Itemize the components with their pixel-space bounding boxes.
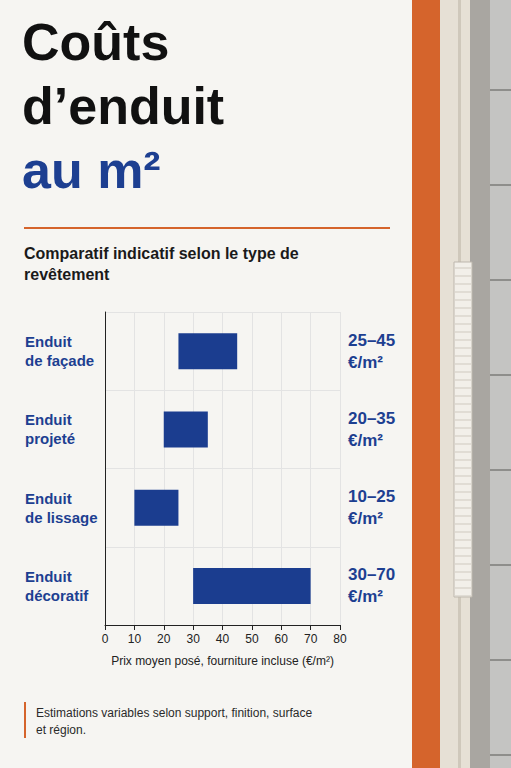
svg-text:au m²: au m²: [22, 141, 161, 199]
svg-text:Estimations variables selon su: Estimations variables selon support, fin…: [36, 706, 315, 720]
svg-text:€/m²: €/m²: [348, 431, 383, 450]
svg-text:€/m²: €/m²: [348, 353, 383, 372]
svg-text:et région.: et région.: [36, 723, 86, 737]
svg-text:de lissage: de lissage: [25, 509, 98, 526]
svg-text:Comparatif indicatif selon le: Comparatif indicatif selon le type de: [24, 245, 303, 262]
svg-text:décoratif: décoratif: [25, 587, 89, 604]
svg-text:Enduit: Enduit: [25, 490, 72, 507]
svg-text:€/m²: €/m²: [348, 587, 383, 606]
svg-text:0: 0: [102, 632, 109, 646]
svg-text:10–25: 10–25: [348, 487, 395, 506]
svg-text:20: 20: [157, 632, 171, 646]
svg-text:50: 50: [245, 632, 259, 646]
svg-text:revêtement: revêtement: [24, 266, 110, 283]
svg-text:30: 30: [186, 632, 200, 646]
svg-text:Enduit: Enduit: [25, 568, 72, 585]
svg-text:d’enduit: d’enduit: [22, 77, 224, 135]
svg-text:20–35: 20–35: [348, 409, 395, 428]
svg-text:Coûts: Coûts: [22, 13, 169, 71]
svg-text:de façade: de façade: [25, 352, 94, 369]
svg-text:10: 10: [128, 632, 142, 646]
svg-text:Prix moyen posé, fourniture in: Prix moyen posé, fourniture incluse (€/m…: [111, 654, 334, 668]
svg-text:80: 80: [333, 632, 347, 646]
svg-text:70: 70: [304, 632, 318, 646]
svg-text:Enduit: Enduit: [25, 333, 72, 350]
svg-text:60: 60: [275, 632, 289, 646]
svg-text:projeté: projeté: [25, 430, 75, 447]
svg-text:€/m²: €/m²: [348, 509, 383, 528]
svg-text:Enduit: Enduit: [25, 411, 72, 428]
svg-text:25–45: 25–45: [348, 331, 395, 350]
svg-text:40: 40: [216, 632, 230, 646]
svg-text:30–70: 30–70: [348, 565, 395, 584]
